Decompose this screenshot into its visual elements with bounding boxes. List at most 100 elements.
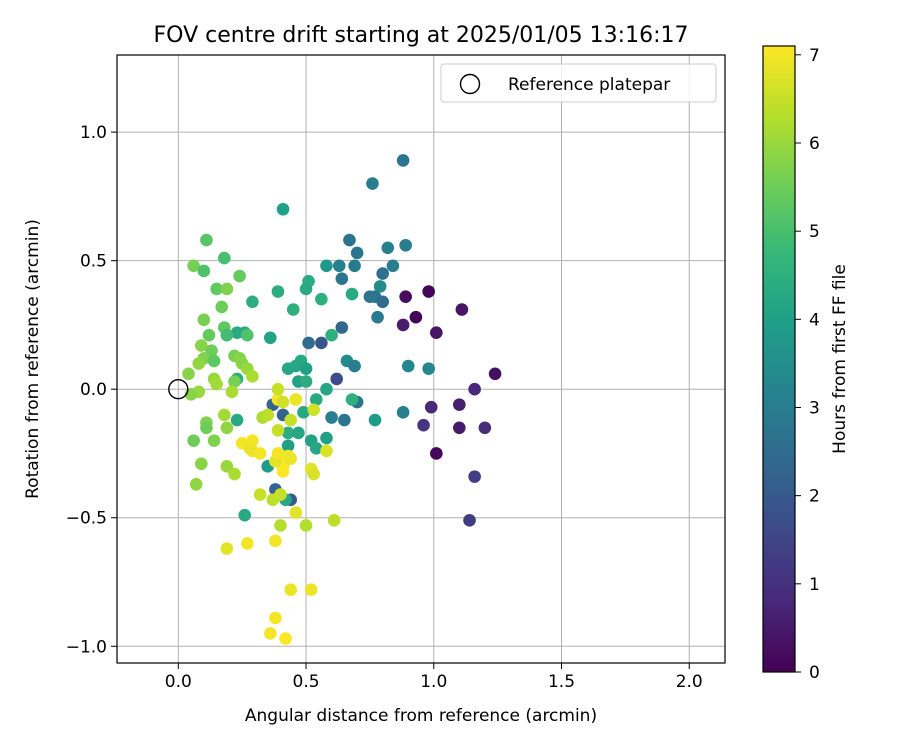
- data-point: [207, 434, 221, 447]
- colorbar-tick-label: 3: [809, 398, 820, 418]
- x-tick-label: 1.0: [420, 672, 447, 692]
- data-point: [345, 287, 359, 301]
- data-point: [488, 367, 502, 381]
- colorbar-tick-label: 1: [809, 575, 820, 595]
- data-point: [281, 426, 295, 440]
- data-point: [243, 442, 257, 455]
- data-point: [261, 408, 275, 422]
- data-point: [269, 611, 282, 625]
- data-point: [217, 251, 231, 265]
- data-point: [320, 431, 333, 445]
- data-point: [302, 336, 315, 350]
- data-point: [399, 238, 412, 252]
- y-axis-label: Rotation from reference (arcmin): [23, 219, 43, 499]
- data-point: [246, 295, 259, 309]
- colorbar: 0 1 2 3 4 5 6 7 Hours from first FF file: [762, 45, 850, 683]
- data-point: [197, 313, 211, 327]
- data-point: [368, 413, 382, 427]
- data-point: [345, 393, 359, 406]
- x-tick-label: 1.5: [548, 672, 575, 692]
- data-point: [182, 367, 195, 381]
- data-point: [320, 259, 333, 273]
- data-point: [325, 328, 338, 342]
- data-point: [325, 411, 338, 424]
- reference-marker-layer: [168, 379, 189, 400]
- data-point: [253, 447, 267, 460]
- reference-platepar-marker: [168, 379, 189, 400]
- data-point: [195, 457, 208, 471]
- data-point: [215, 300, 229, 314]
- colorbar-tick-label: 7: [809, 46, 820, 66]
- data-point: [299, 282, 313, 296]
- data-point: [240, 328, 254, 342]
- data-point: [299, 519, 313, 532]
- data-point: [202, 328, 216, 342]
- data-point: [228, 467, 241, 481]
- data-point: [320, 444, 333, 458]
- data-point: [246, 370, 259, 383]
- y-tick-label: −1.0: [66, 637, 107, 657]
- data-point: [399, 290, 412, 303]
- colorbar-tick-label: 5: [809, 222, 820, 242]
- data-point: [327, 514, 341, 527]
- data-point: [343, 233, 356, 247]
- x-ticks: 0.0 0.5 1.0 1.5 2.0: [165, 663, 703, 692]
- data-point: [207, 354, 221, 368]
- data-point: [189, 478, 203, 491]
- data-point: [463, 514, 476, 527]
- data-point: [376, 295, 389, 309]
- data-point: [284, 583, 298, 597]
- data-point: [253, 488, 267, 501]
- data-point: [220, 328, 234, 342]
- data-point: [309, 442, 323, 455]
- data-point: [297, 406, 310, 419]
- data-point: [276, 395, 290, 409]
- data-point: [468, 470, 481, 483]
- colorbar-tick-label: 4: [809, 310, 820, 330]
- colorbar-tick-label: 6: [809, 134, 820, 154]
- data-point: [424, 400, 438, 414]
- data-point: [320, 382, 333, 396]
- data-point: [315, 292, 328, 306]
- data-point: [478, 421, 492, 435]
- data-point: [228, 375, 241, 388]
- data-point: [289, 393, 303, 406]
- data-point: [233, 269, 246, 283]
- data-point: [271, 382, 285, 396]
- colorbar-label: Hours from first FF file: [830, 264, 850, 454]
- data-points: [182, 154, 502, 645]
- y-tick-label: 0.0: [80, 380, 107, 400]
- data-point: [468, 382, 481, 396]
- data-point: [230, 413, 244, 427]
- axes-frame: [116, 54, 726, 664]
- data-point: [230, 326, 244, 339]
- data-point: [401, 359, 415, 373]
- data-point: [335, 272, 349, 285]
- data-point: [315, 336, 328, 350]
- x-tick-label: 0.5: [293, 672, 320, 692]
- data-point: [192, 357, 206, 370]
- data-point: [299, 362, 313, 375]
- x-axis-label: Angular distance from reference (arcmin): [245, 706, 597, 726]
- data-point: [200, 233, 213, 247]
- data-point: [271, 447, 285, 460]
- data-point: [276, 465, 290, 478]
- data-point: [279, 632, 292, 645]
- data-point: [335, 321, 349, 334]
- data-point: [276, 202, 290, 216]
- data-point: [348, 259, 361, 273]
- data-point: [348, 359, 361, 373]
- data-point: [284, 413, 298, 427]
- data-point: [210, 377, 223, 391]
- legend-box: [440, 63, 717, 103]
- data-point: [309, 393, 323, 406]
- data-point: [289, 506, 303, 519]
- data-point: [195, 339, 208, 352]
- data-point: [281, 439, 295, 453]
- data-point: [200, 421, 213, 435]
- data-point: [453, 398, 466, 411]
- data-point: [263, 331, 277, 345]
- data-point: [217, 408, 231, 422]
- data-point: [396, 406, 410, 419]
